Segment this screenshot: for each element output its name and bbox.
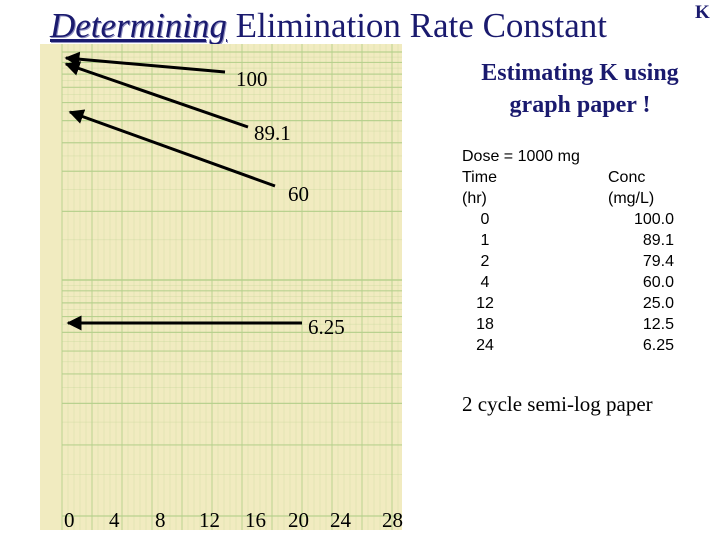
label-100: 100 [236,67,268,91]
table-cell-conc: 6.25 [642,337,674,354]
subtitle: Estimating K using graph paper ! [440,57,720,121]
x-tick: 28 [382,508,403,532]
table-cell-time: 1 [480,232,490,249]
table-cell-time: 24 [476,337,494,354]
header-conc: Conc [608,169,646,186]
x-tick: 4 [109,508,120,532]
x-tick: 16 [245,508,266,532]
table-cell-conc: 25.0 [642,295,674,312]
subtitle-line-1: Estimating K using [481,60,679,86]
x-tick: 24 [330,508,351,532]
x-tick: 0 [64,508,75,532]
table-cell-conc: 89.1 [642,232,674,249]
title-emphasis: Determining [50,6,227,45]
x-tick: 20 [288,508,309,532]
table-cell-time: 18 [476,316,494,333]
table-cell-time: 12 [476,295,494,312]
grid-lines [61,44,402,530]
table-cell-conc: 79.4 [642,253,674,270]
table-cell-conc: 100.0 [633,211,674,228]
header-time-unit: (hr) [462,190,487,207]
title-rest: Elimination Rate Constant [226,6,608,45]
x-tick: 8 [155,508,166,532]
paper-type-note: 2 cycle semi-log paper [462,392,653,416]
slide-title: Determining Elimination Rate Constant [50,6,607,46]
x-tick: 12 [199,508,220,532]
corner-label: K [695,2,710,23]
table-cell-time: 2 [480,253,490,270]
header-conc-unit: (mg/L) [608,190,655,207]
table-cell-conc: 12.5 [642,316,674,333]
label-60: 60 [288,182,309,206]
time-axis: 0 4 8 12 16 20 24 28 [0,508,420,538]
table-cell-conc: 60.0 [642,274,674,291]
table-cell-time: 0 [480,211,490,228]
subtitle-line-2: graph paper ! [509,92,651,118]
label-6-25: 6.25 [308,315,345,339]
table-cell-time: 4 [480,274,490,291]
semi-log-graph-paper [40,44,402,530]
header-time: Time [462,169,497,186]
label-89-1: 89.1 [254,121,291,145]
dose-label: Dose = 1000 mg [462,148,580,165]
